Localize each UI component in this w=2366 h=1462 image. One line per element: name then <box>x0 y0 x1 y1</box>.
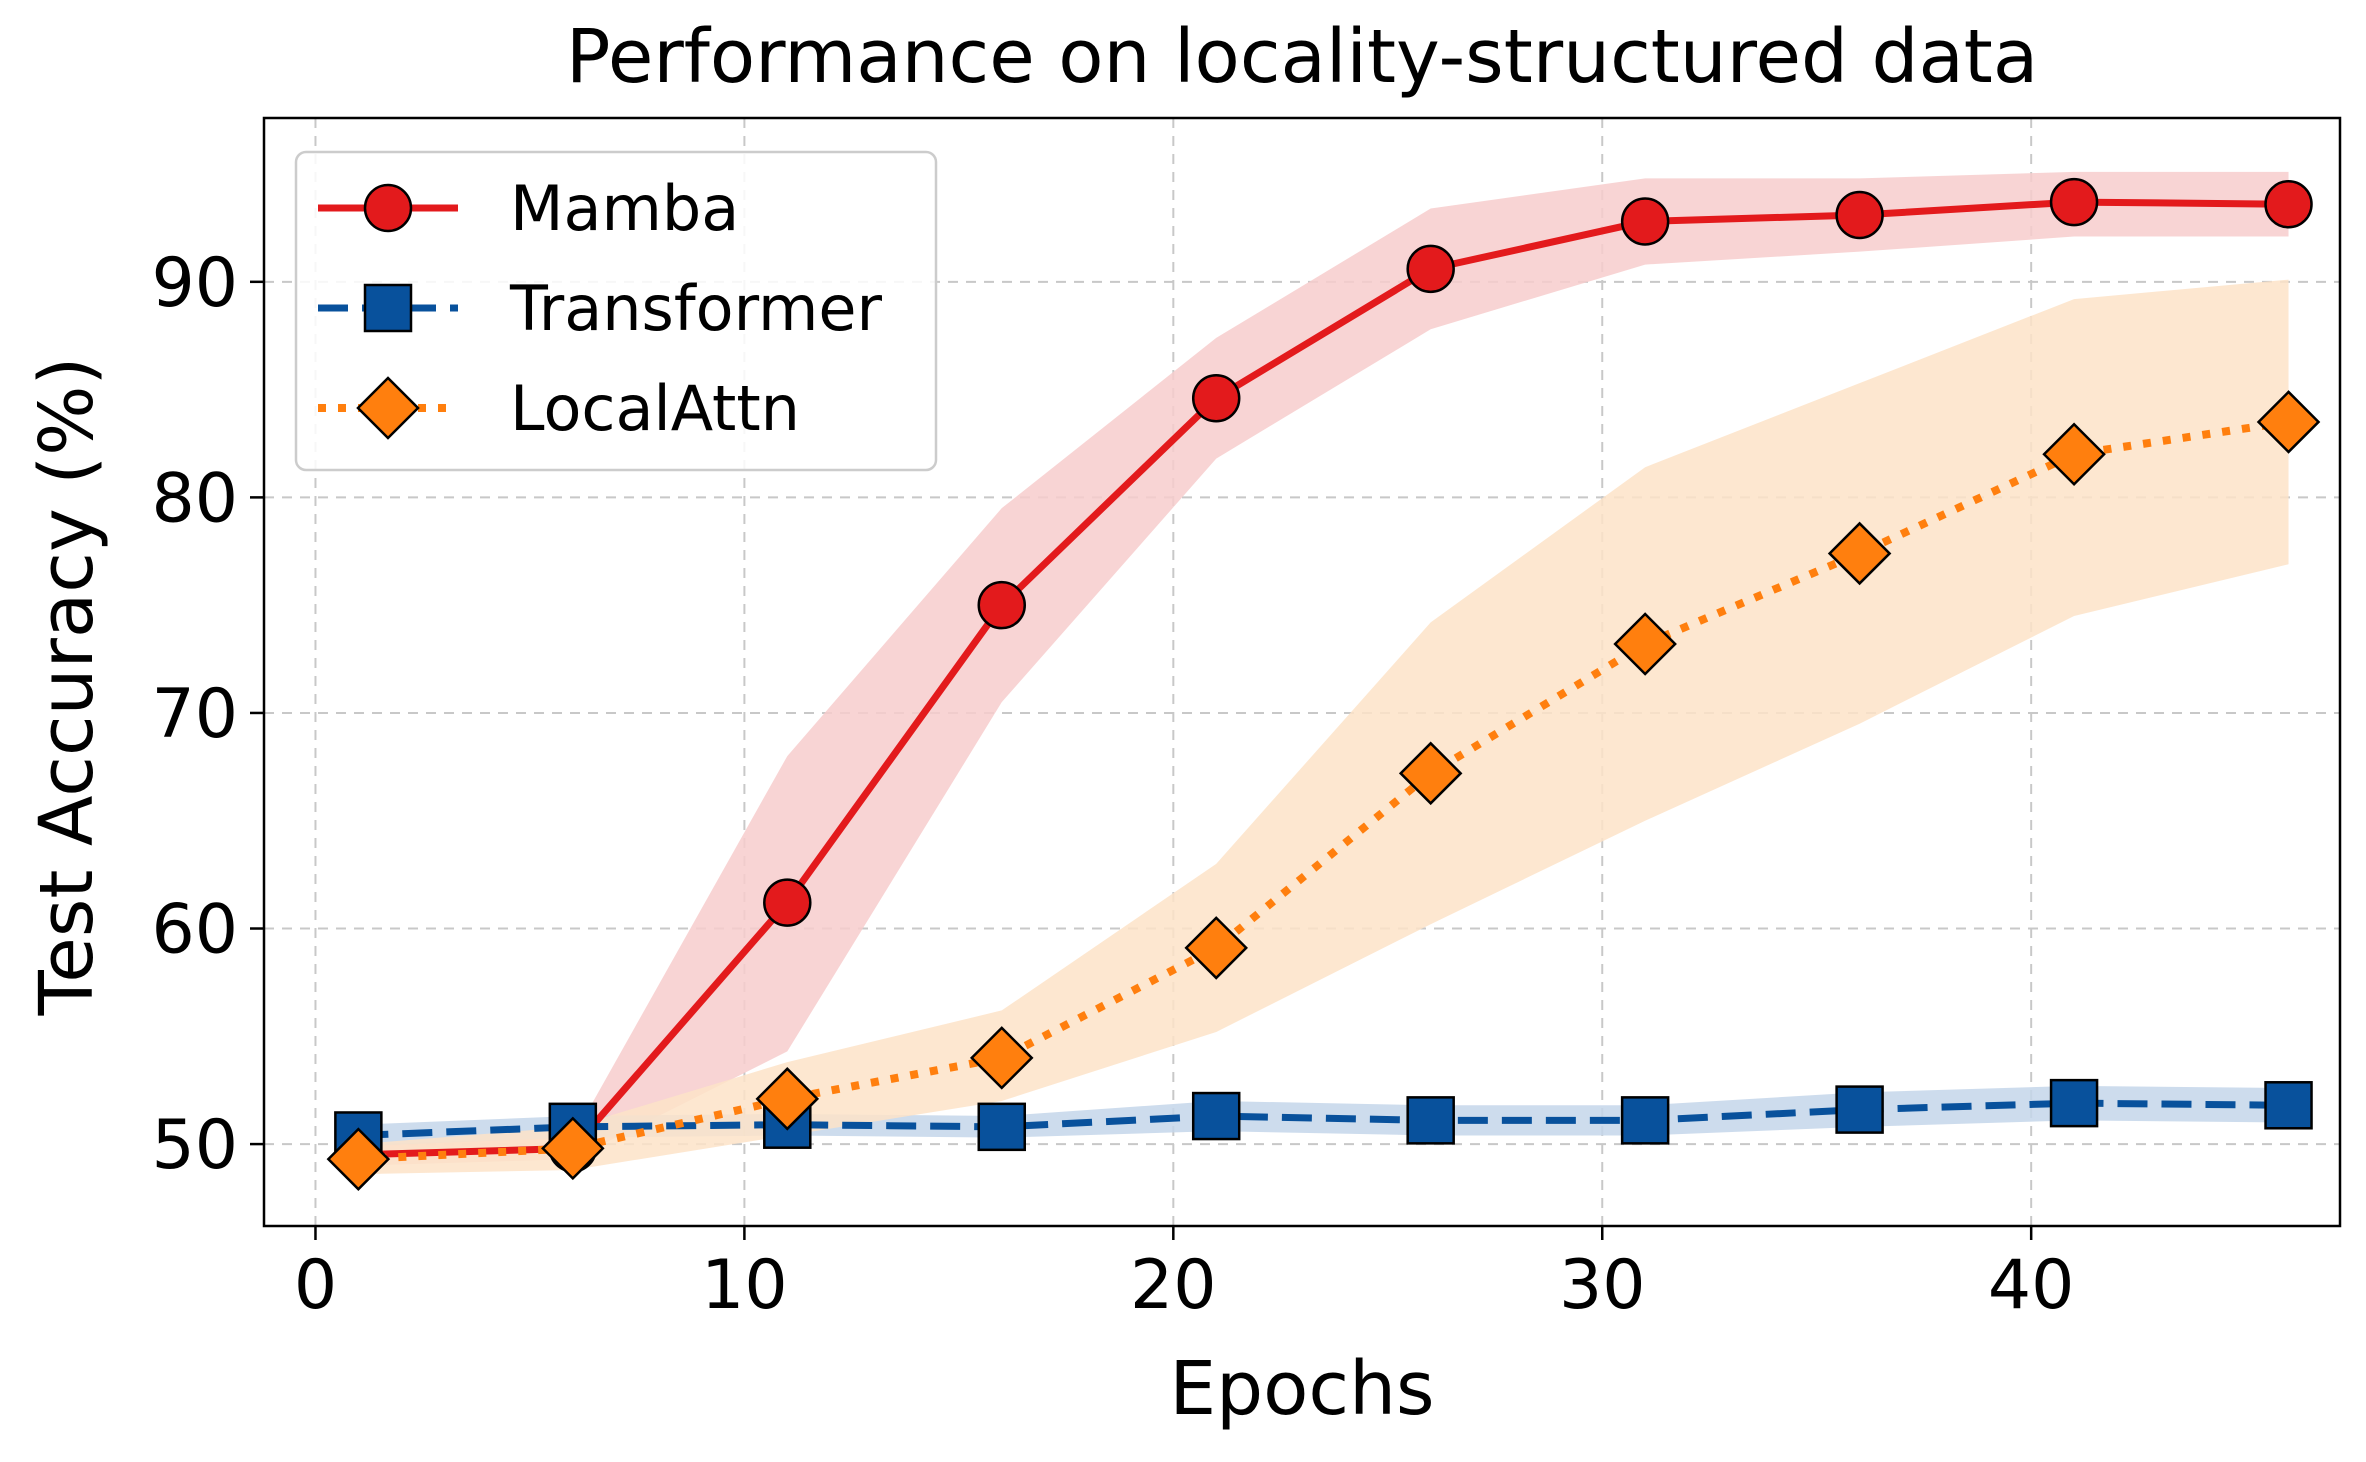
point-mamba <box>763 878 812 927</box>
y-axis-label: Test Accuracy (%) <box>24 357 110 1017</box>
x-tick-label: 20 <box>1130 1246 1217 1325</box>
point-localattn <box>1184 916 1248 980</box>
legend-label: Mamba <box>510 172 739 245</box>
point-localattn <box>541 1116 605 1181</box>
y-tick-label: 90 <box>151 244 238 323</box>
y-tick-label: 80 <box>151 459 238 538</box>
legend-item-transformer: Transformer <box>318 272 883 345</box>
legend: Mamba Transformer LocalAttn <box>294 150 938 472</box>
legend-marker-square <box>363 283 413 333</box>
point-localattn <box>2042 422 2106 487</box>
band-mamba <box>358 171 2289 1166</box>
point-transformer <box>1835 1085 1884 1134</box>
point-localattn <box>326 1127 391 1191</box>
legend-label: LocalAttn <box>510 372 800 445</box>
point-localattn <box>1613 612 1677 676</box>
point-transformer <box>977 1102 1027 1152</box>
point-transformer <box>2264 1081 2313 1130</box>
point-transformer <box>1406 1096 1455 1145</box>
point-localattn <box>969 1026 1034 1090</box>
point-mamba <box>2264 179 2313 229</box>
point-localattn <box>1398 741 1463 806</box>
point-mamba <box>1620 197 1670 246</box>
point-localattn <box>755 1067 820 1131</box>
y-tick-label: 70 <box>151 675 238 754</box>
line-localattn <box>358 417 2290 1164</box>
x-axis-label: Epochs <box>1169 1346 1434 1432</box>
point-localattn <box>1827 521 1892 586</box>
legend-label: Transformer <box>509 272 883 345</box>
point-transformer <box>1191 1091 1241 1141</box>
y-tick-label: 50 <box>151 1106 238 1185</box>
legend-box <box>294 150 938 472</box>
plot-area: 0 10 20 30 40 50 60 70 80 90 Mamba Transformer Local… <box>151 116 2342 1325</box>
x-tick-label: 40 <box>1988 1246 2075 1325</box>
point-mamba <box>2049 177 2099 227</box>
band-transformer <box>358 1085 2289 1147</box>
band-localattn <box>358 279 2289 1175</box>
point-mamba <box>1835 190 1884 240</box>
x-tick-label: 30 <box>1559 1246 1646 1325</box>
point-mamba <box>977 580 1027 630</box>
point-mamba <box>1191 373 1241 423</box>
point-localattn <box>2256 390 2321 454</box>
axes-frame <box>262 116 2342 1228</box>
x-tick-label: 10 <box>701 1246 788 1325</box>
point-mamba <box>1406 244 1455 294</box>
legend-item-localattn: LocalAttn <box>318 372 800 445</box>
legend-marker-diamond <box>356 376 420 440</box>
point-transformer <box>2049 1078 2099 1128</box>
line-mamba <box>358 198 2289 1159</box>
point-transformer <box>1620 1096 1670 1145</box>
legend-item-mamba: Mamba <box>318 172 739 245</box>
legend-marker-circle <box>363 183 413 233</box>
y-tick-label: 60 <box>151 891 238 970</box>
x-tick-label: 0 <box>294 1246 337 1325</box>
chart-title: Performance on locality-structured data <box>566 14 2038 100</box>
